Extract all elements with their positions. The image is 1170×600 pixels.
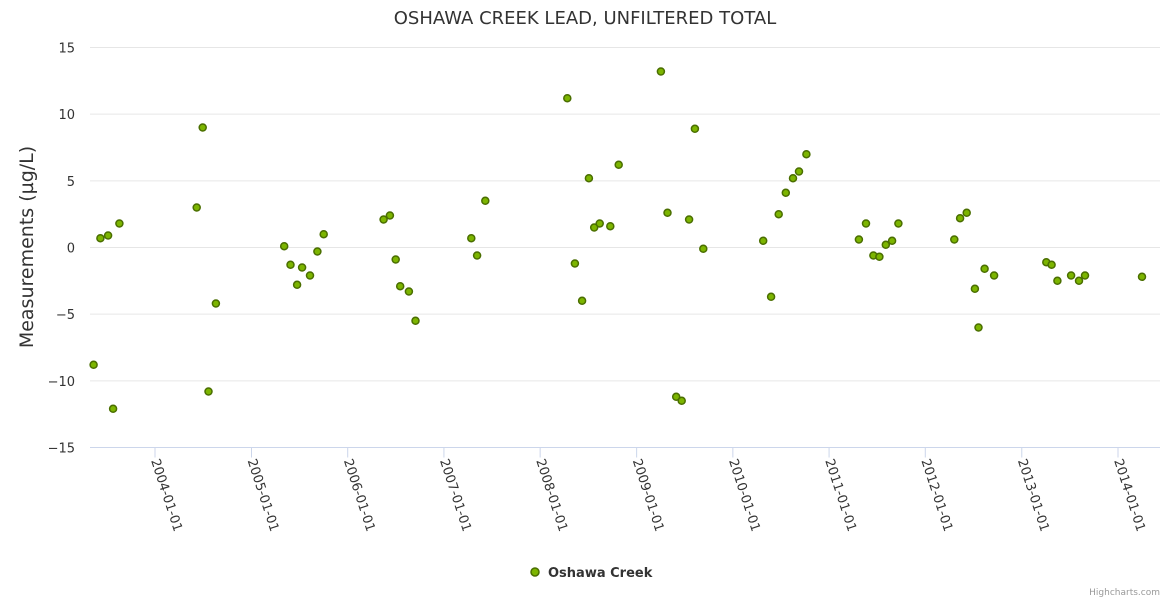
data-point[interactable]: [286, 260, 295, 270]
data-point[interactable]: [881, 240, 891, 250]
data-point[interactable]: [794, 167, 804, 176]
data-point[interactable]: [108, 404, 118, 414]
x-tick-label: 2007-01-01: [436, 457, 474, 533]
x-tick-label: 2008-01-01: [532, 457, 570, 533]
y-tick-label: 0: [67, 242, 75, 257]
data-point[interactable]: [894, 219, 903, 228]
data-point[interactable]: [671, 392, 681, 402]
data-point[interactable]: [96, 233, 105, 243]
x-tick-label: 2009-01-01: [629, 457, 667, 533]
data-point[interactable]: [379, 215, 388, 224]
data-point[interactable]: [211, 299, 221, 308]
data-point[interactable]: [974, 323, 983, 332]
data-point[interactable]: [663, 208, 672, 218]
y-tick-label: 5: [67, 175, 75, 190]
data-point[interactable]: [313, 247, 322, 256]
data-point[interactable]: [955, 213, 965, 223]
data-point[interactable]: [103, 231, 113, 240]
data-point[interactable]: [595, 219, 604, 228]
data-point[interactable]: [404, 287, 414, 296]
data-point[interactable]: [319, 229, 328, 239]
data-point[interactable]: [391, 255, 400, 264]
data-point[interactable]: [758, 236, 768, 246]
x-axis-ticks: 2004-01-01 2005-01-01 2006-01-01 2007-01-01…: [147, 447, 1148, 534]
x-tick-label: 2005-01-01: [244, 457, 282, 533]
data-point[interactable]: [89, 360, 98, 370]
data-point[interactable]: [677, 396, 686, 406]
data-point[interactable]: [1053, 276, 1062, 286]
x-tick-label: 2010-01-01: [725, 457, 763, 533]
data-point[interactable]: [563, 93, 572, 103]
data-point[interactable]: [690, 124, 700, 134]
data-point[interactable]: [192, 203, 201, 212]
legend[interactable]: Oshawa Creek: [530, 566, 653, 581]
y-tick-label: 10: [58, 108, 75, 123]
data-point[interactable]: [766, 292, 776, 302]
data-point[interactable]: [411, 316, 420, 326]
y-axis-ticks: −15 −10 −5 0 5 10 15: [48, 42, 75, 457]
data-point[interactable]: [774, 209, 783, 219]
data-point[interactable]: [198, 123, 207, 132]
data-point[interactable]: [1137, 272, 1147, 282]
data-point[interactable]: [472, 251, 482, 260]
x-tick-label: 2013-01-01: [1014, 457, 1052, 533]
data-point[interactable]: [577, 296, 587, 306]
data-point[interactable]: [656, 67, 666, 76]
y-tick-label: −15: [48, 442, 75, 457]
data-point[interactable]: [1074, 276, 1084, 286]
x-tick-label: 2004-01-01: [147, 457, 185, 533]
data-point[interactable]: [385, 211, 395, 220]
y-axis-label: Measurements (µg/L): [16, 146, 38, 348]
data-point[interactable]: [887, 236, 897, 246]
data-point[interactable]: [279, 241, 289, 251]
data-point[interactable]: [204, 387, 213, 396]
legend-marker-icon[interactable]: [530, 567, 540, 577]
data-point[interactable]: [292, 280, 302, 290]
data-point[interactable]: [570, 259, 580, 268]
x-tick-label: 2011-01-01: [821, 457, 859, 533]
legend-item-oshawa-creek[interactable]: Oshawa Creek: [548, 566, 653, 581]
grid-lines: [90, 47, 1160, 382]
data-point[interactable]: [606, 221, 615, 231]
data-point[interactable]: [989, 271, 999, 280]
data-point[interactable]: [395, 281, 405, 291]
data-point[interactable]: [589, 223, 599, 232]
data-point[interactable]: [802, 149, 811, 159]
data-point[interactable]: [1080, 271, 1090, 280]
data-point[interactable]: [699, 244, 708, 254]
data-point[interactable]: [684, 215, 694, 224]
data-point[interactable]: [854, 235, 864, 244]
data-point[interactable]: [861, 219, 871, 228]
data-point[interactable]: [1066, 271, 1076, 280]
y-tick-label: −5: [56, 308, 75, 323]
chart-title: OSHAWA CREEK LEAD, UNFILTERED TOTAL: [394, 8, 776, 29]
data-point[interactable]: [970, 284, 980, 294]
data-point[interactable]: [305, 271, 315, 280]
series-oshawa-creek[interactable]: [89, 67, 1147, 414]
data-point[interactable]: [980, 264, 989, 274]
x-tick-label: 2006-01-01: [340, 457, 378, 533]
data-point[interactable]: [115, 219, 124, 228]
credits-link[interactable]: Highcharts.com: [1089, 588, 1160, 598]
data-point[interactable]: [584, 173, 594, 183]
data-point[interactable]: [481, 196, 490, 206]
data-point[interactable]: [788, 173, 798, 183]
data-point[interactable]: [297, 263, 307, 272]
y-tick-label: −10: [48, 375, 75, 390]
y-tick-label: 15: [58, 42, 75, 57]
data-point[interactable]: [614, 160, 623, 170]
data-point[interactable]: [467, 233, 476, 243]
x-tick-label: 2014-01-01: [1110, 457, 1148, 533]
data-point[interactable]: [1047, 260, 1056, 270]
data-point[interactable]: [962, 208, 971, 218]
data-point[interactable]: [950, 235, 959, 244]
x-tick-label: 2012-01-01: [917, 457, 955, 533]
data-point[interactable]: [781, 188, 791, 198]
data-point[interactable]: [875, 252, 884, 262]
